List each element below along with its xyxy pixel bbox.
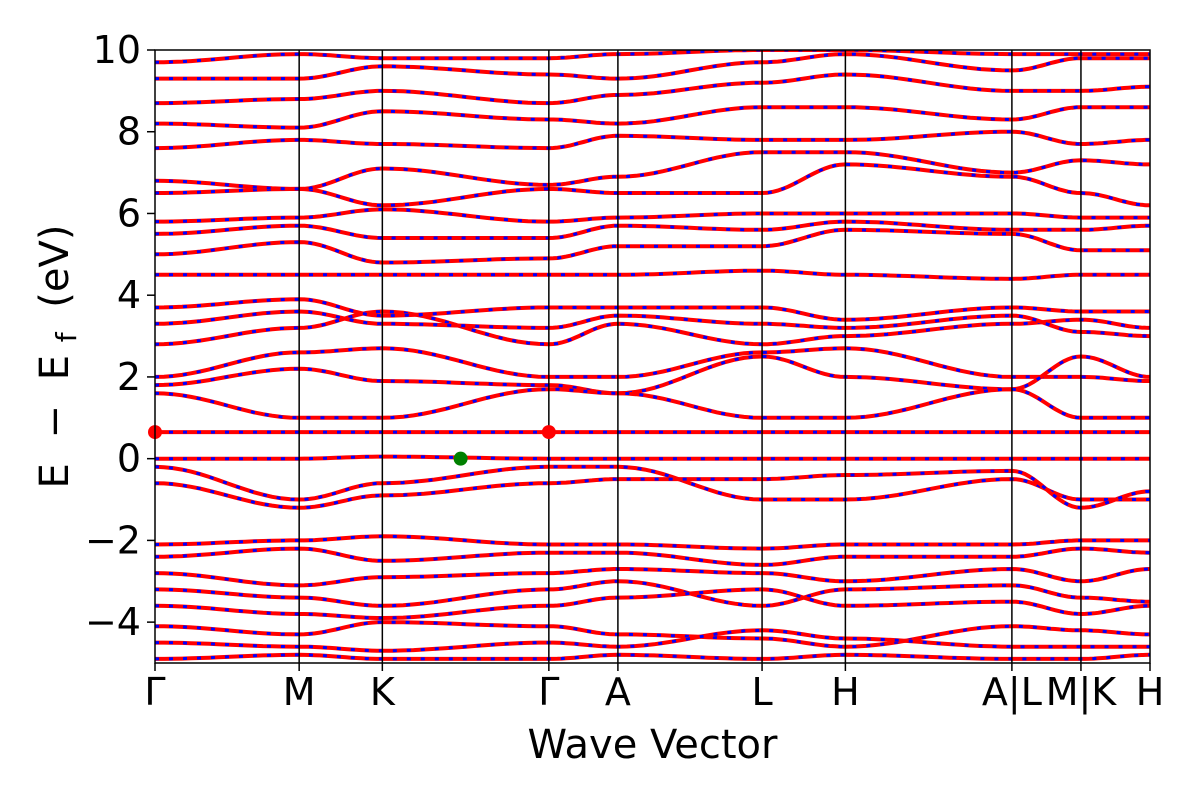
y-tick-label: −4 <box>85 600 141 644</box>
x-ticks-layer: Γ M K Γ A L H A|L M|K H <box>144 663 1164 715</box>
band-15-blue <box>155 309 1150 346</box>
band-7-blue <box>155 534 1150 551</box>
band-19-blue <box>155 228 1150 264</box>
y-axis-title-unit: (eV) <box>32 225 78 308</box>
band-25-red <box>155 105 1150 130</box>
band-13-blue <box>155 628 1150 653</box>
x-tick-label: H <box>831 670 860 714</box>
band-23-red <box>155 150 1150 191</box>
y-tick-label: 10 <box>93 28 141 72</box>
x-tick-label: A <box>605 670 631 714</box>
band-26-red <box>155 72 1150 106</box>
band-17-red <box>155 297 1150 322</box>
x-tick-label: Γ <box>144 670 165 714</box>
x-tick-label: M <box>283 670 316 714</box>
x-tick-label: M|K <box>1046 670 1118 715</box>
extremum-marker-2 <box>453 451 468 466</box>
band-6-red <box>155 468 1150 510</box>
band-28-red <box>155 50 1150 65</box>
x-tick-label: L <box>751 670 772 714</box>
x-tick-label: Γ <box>538 670 559 714</box>
band-9-red <box>155 566 1150 588</box>
band-24-red <box>155 129 1150 151</box>
band-27-red <box>155 52 1150 81</box>
band-4-blue <box>155 455 1150 461</box>
x-tick-label: H <box>1136 670 1165 714</box>
band-4-red <box>155 454 1150 461</box>
band-22-red <box>155 162 1150 208</box>
y-tick-label: 6 <box>117 191 141 235</box>
band-10-blue <box>155 579 1150 608</box>
y-axis-title-minus: − <box>32 405 78 439</box>
y-tick-label: 8 <box>117 110 141 154</box>
band-21-red <box>155 207 1150 224</box>
band-8-red <box>155 546 1150 567</box>
band-18-red <box>155 268 1150 281</box>
y-axis-title-subscript: f <box>50 331 83 342</box>
band-11-red <box>155 587 1150 620</box>
y-tick-label: −2 <box>85 518 141 562</box>
kpath-lines-layer <box>298 50 1082 663</box>
band-14-blue <box>155 653 1150 661</box>
y-axis-title-e-f: E <box>32 355 78 380</box>
band-27-blue <box>155 52 1150 81</box>
y-tick-label: 2 <box>117 355 141 399</box>
extremum-marker-1 <box>541 425 556 440</box>
bands-layer <box>155 50 1150 661</box>
band-14-red <box>155 652 1150 661</box>
markers-layer <box>148 425 556 466</box>
y-axis-title: E − E f (eV) <box>32 225 86 489</box>
y-axis-title-e: E <box>32 463 78 488</box>
band-19-red <box>155 227 1150 265</box>
band-18-blue <box>155 269 1150 281</box>
band-16-blue <box>155 309 1150 338</box>
band-20-red <box>155 219 1150 240</box>
band-2-blue <box>155 387 1150 420</box>
x-tick-label: A|L <box>982 670 1042 715</box>
band-0-red <box>155 346 1150 383</box>
y-tick-label: 0 <box>117 437 141 481</box>
band-12-red <box>155 620 1150 649</box>
y-tick-label: 4 <box>117 273 141 317</box>
y-ticks-layer: −4 −2 0 2 4 6 8 10 <box>85 28 155 644</box>
band-1-red <box>155 354 1150 396</box>
band-25-blue <box>155 105 1150 130</box>
x-axis-title: Wave Vector <box>528 722 779 768</box>
band-6-blue <box>155 469 1150 510</box>
band-28-blue <box>155 50 1150 64</box>
band-2-red <box>155 387 1150 420</box>
x-tick-label: K <box>370 670 396 714</box>
plot-frame <box>154 49 1151 664</box>
